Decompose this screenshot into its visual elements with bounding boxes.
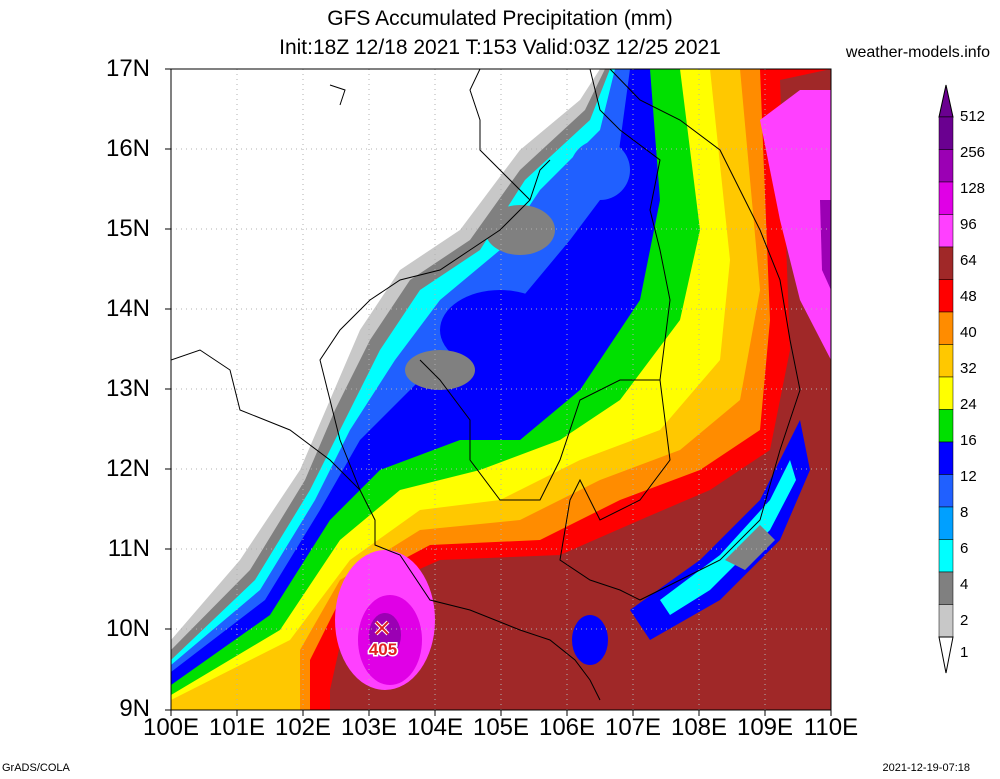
lon-label: 102E [274,714,332,741]
colorbar-swatch [938,181,954,215]
colorbar-label: 40 [960,324,977,341]
chart-title: GFS Accumulated Precipitation (mm) [327,7,673,30]
colorbar-label: 128 [960,180,986,197]
colorbar-swatch [938,279,954,313]
footer-left: GrADS/COLA [2,762,70,774]
colorbar-swatch [938,571,954,605]
colorbar-label: 48 [960,288,977,305]
chart-subtitle: Init:18Z 12/18 2021 T:153 Valid:03Z 12/2… [279,36,721,59]
colorbar-label: 96 [960,216,977,233]
lat-label: 15N [105,215,150,242]
colorbar-label: 8 [960,504,969,521]
colorbar-label: 1 [960,644,969,661]
colorbar [938,84,954,674]
colorbar-swatch [938,344,954,378]
lon-label: 103E [340,714,398,741]
lat-label: 9N [119,695,150,722]
colorbar-label: 16 [960,432,977,449]
max-precip-marker: 405 [367,620,399,661]
lat-label: 11N [107,535,150,562]
colorbar-label: 256 [960,144,986,161]
lon-label: 101E [208,714,266,741]
lon-label: 106E [538,714,596,741]
borders-coastline [171,69,801,701]
colorbar-swatch [938,116,954,150]
colorbar-top-arrow [938,84,954,118]
lon-label: 107E [604,714,662,741]
colorbar-swatch [938,409,954,443]
colorbar-swatch [938,376,954,410]
lat-label: 13N [105,375,150,402]
colorbar-label: 6 [960,540,969,557]
source-label: weather-models.info [845,44,990,61]
colorbar-bottom-arrow [938,636,954,674]
lon-label: 110E [803,714,859,741]
colorbar-swatch [938,149,954,183]
colorbar-label: 512 [960,108,986,125]
lat-label: 14N [105,295,150,322]
colorbar-swatch [938,474,954,508]
colorbar-label: 64 [960,252,977,269]
axis-ticks [165,68,832,716]
lat-label: 17N [105,55,150,82]
colorbar-swatch [938,214,954,248]
lon-label: 109E [736,714,794,741]
colorbar-label: 4 [960,576,969,593]
colorbar-label: 12 [960,468,977,485]
colorbar-swatch [938,246,954,280]
lon-label: 108E [670,714,728,741]
lon-label: 105E [472,714,530,741]
lat-label: 16N [105,135,150,162]
colorbar-label: 24 [960,396,977,413]
lat-label: 12N [105,455,150,482]
colorbar-swatch [938,506,954,540]
colorbar-swatch [938,311,954,345]
lat-label: 10N [105,615,150,642]
colorbar-label: 2 [960,612,969,629]
max-precip-label: 405 [369,640,397,659]
graticule [171,69,831,710]
colorbar-swatch [938,604,954,638]
colorbar-swatch [938,441,954,475]
colorbar-swatch [938,539,954,573]
colorbar-label: 32 [960,360,977,377]
lon-label: 100E [142,714,200,741]
lon-label: 104E [406,714,464,741]
footer-right: 2021-12-19-07:18 [882,762,970,774]
